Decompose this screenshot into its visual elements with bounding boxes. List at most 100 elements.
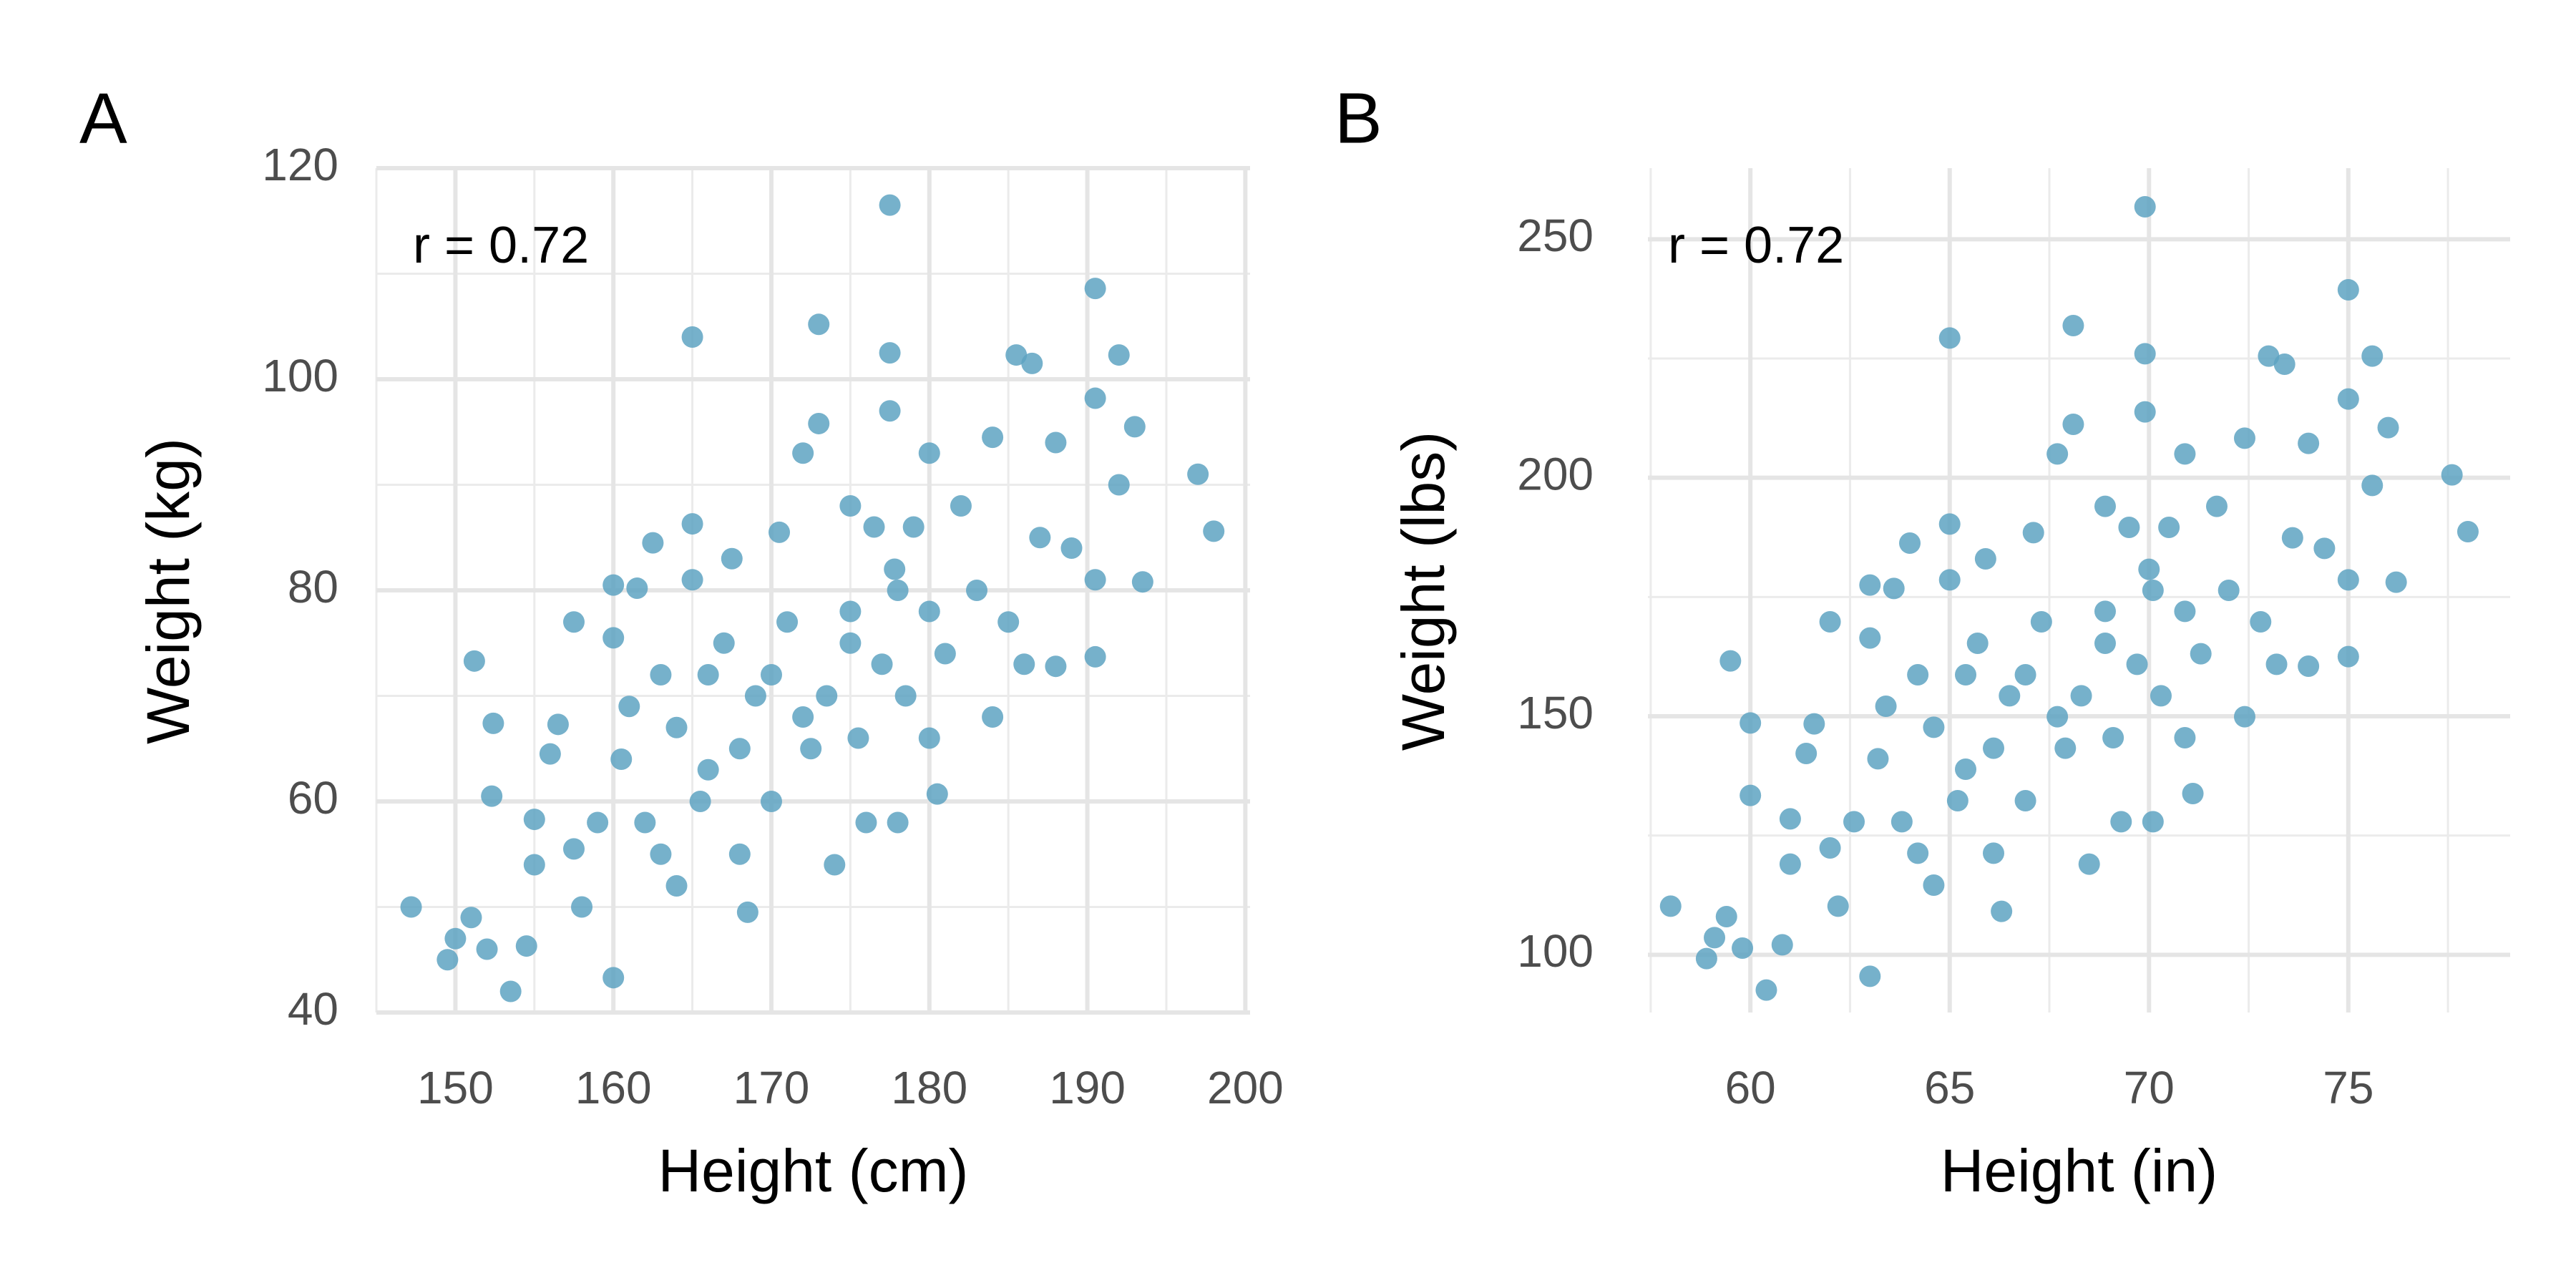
point [2337, 279, 2359, 301]
point [482, 712, 504, 734]
y-tick-label: 150 [1517, 687, 1594, 738]
x-tick-label: 150 [417, 1062, 494, 1113]
x-tick-label: 190 [1049, 1062, 1126, 1113]
point [481, 785, 503, 807]
point [2174, 727, 2196, 748]
point [2014, 790, 2036, 811]
y-tick-label: 80 [288, 561, 338, 613]
point [1843, 811, 1865, 833]
point [713, 632, 735, 654]
point [744, 685, 766, 707]
y-tick-label: 60 [288, 772, 338, 824]
point [871, 653, 893, 675]
point [2094, 495, 2116, 517]
point [665, 875, 688, 897]
y-tick-label: 250 [1517, 210, 1594, 261]
x-axis-title: Height (cm) [658, 1137, 968, 1204]
point [1907, 664, 1929, 686]
point [2182, 783, 2204, 804]
y-tick-label: 120 [262, 139, 338, 190]
point [587, 811, 609, 834]
point [650, 664, 672, 686]
point [879, 194, 901, 216]
x-tick-label: 75 [2323, 1062, 2373, 1113]
x-tick-label: 180 [891, 1062, 967, 1113]
point [2250, 611, 2272, 633]
point [1859, 574, 1881, 596]
point [2337, 569, 2359, 591]
point [1108, 344, 1130, 366]
point [1013, 653, 1035, 675]
point [982, 426, 1004, 449]
point [728, 738, 751, 760]
point [1938, 327, 1961, 349]
point [1203, 520, 1225, 542]
point [2054, 737, 2077, 759]
point [642, 532, 664, 554]
point [2233, 706, 2255, 728]
point [2158, 517, 2180, 538]
point [855, 811, 877, 834]
x-tick-label: 160 [575, 1062, 652, 1113]
point [2298, 432, 2320, 454]
point [1021, 352, 1043, 374]
point [1108, 474, 1130, 496]
panel: 60 65 70 75 100 150 200 250 Height (in) Weight (l… [1335, 78, 2510, 1204]
point [1060, 537, 1083, 559]
point [697, 758, 719, 781]
point [460, 907, 482, 929]
point [2030, 611, 2052, 633]
point [728, 843, 751, 865]
point [697, 664, 719, 686]
point [966, 580, 988, 601]
point [2142, 580, 2164, 601]
point [2046, 706, 2069, 728]
point [1907, 842, 1929, 864]
point [1946, 790, 1968, 811]
point [2441, 464, 2463, 486]
point [1029, 527, 1051, 549]
point [2094, 600, 2116, 623]
point [1827, 895, 1849, 917]
point [769, 521, 791, 543]
point [602, 627, 625, 649]
point [2174, 443, 2196, 465]
point [839, 632, 862, 654]
point [499, 980, 522, 1002]
point [547, 713, 569, 736]
point [824, 854, 846, 876]
point [2298, 655, 2320, 677]
point [918, 600, 940, 623]
point [2070, 685, 2092, 707]
point [610, 748, 633, 770]
point [2078, 853, 2100, 875]
point [1819, 611, 1841, 633]
annotation: r = 0.72 [1668, 217, 1844, 274]
point [650, 843, 672, 865]
point [681, 513, 703, 535]
point [1803, 713, 1825, 735]
point [839, 495, 862, 517]
x-tick-label: 60 [1725, 1062, 1776, 1113]
point [2150, 685, 2172, 707]
point [1719, 650, 1742, 672]
point [1966, 633, 1989, 654]
point [808, 313, 830, 336]
point [2377, 416, 2399, 439]
y-tick-label: 40 [288, 983, 338, 1035]
point [1974, 548, 1996, 570]
point [539, 743, 561, 765]
point [2337, 645, 2359, 668]
point [2134, 401, 2156, 423]
point [523, 854, 545, 876]
x-tick-label: 65 [1924, 1062, 1975, 1113]
point [887, 811, 909, 834]
point [2138, 558, 2160, 580]
point [444, 927, 467, 950]
point [1955, 664, 1977, 686]
point [2022, 522, 2044, 544]
point [792, 706, 814, 728]
point [2134, 196, 2156, 218]
point [1084, 387, 1106, 409]
